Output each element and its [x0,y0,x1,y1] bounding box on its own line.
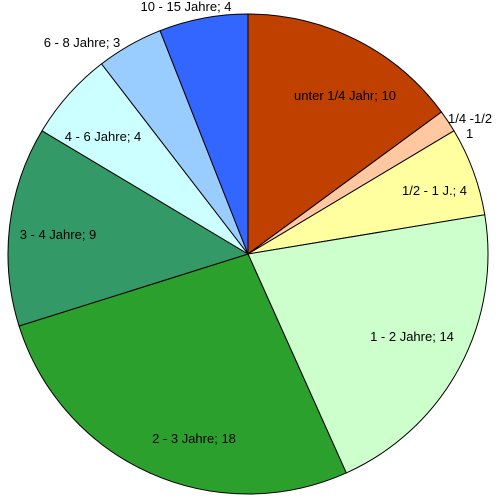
pie-slice-10-15-jahre [159,13,249,255]
pie-slice-1-2-jahre [247,214,489,474]
pie-label-1-2-jahre: 1 - 2 Jahre; 14 [370,329,454,344]
pie-labels: unter 1/4 Jahr; 10 1/4 -1/21 1/2 - 1 J.; 4… [20,0,492,446]
pie-slice-2-3-jahre [18,253,347,495]
pie-label-2-3-jahre: 2 - 3 Jahre; 18 [152,431,236,446]
pie-label-4-6-jahre: 4 - 6 Jahre; 4 [65,129,142,144]
pie-label-unter-1-4-jahr: unter 1/4 Jahr; 10 [294,88,396,103]
pie-label-6-8-jahre: 6 - 8 Jahre; 3 [44,35,121,50]
pie-slices [7,13,489,495]
pie-slice-3-4-jahre [7,130,250,327]
pie-slice-unter-1-4-jahr [247,13,443,255]
pie-label-3-4-jahre: 3 - 4 Jahre; 9 [20,227,97,242]
pie-label-value-1-4-1-2: 1 [466,126,473,141]
pie-label-1-4-1-2: 1/4 -1/2 [448,111,492,126]
pie-label-1-2-1-j: 1/2 - 1 J.; 4 [402,183,467,198]
pie-label-10-15-jahre: 10 - 15 Jahre; 4 [140,0,231,14]
